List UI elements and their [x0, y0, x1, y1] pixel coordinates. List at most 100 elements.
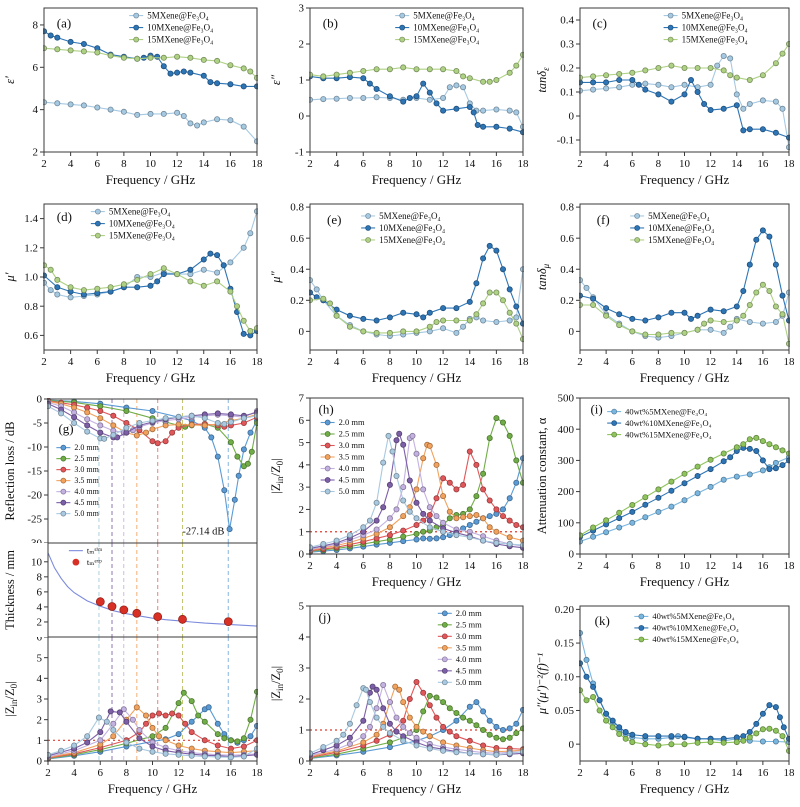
legend-label: 10MXene@Fe₃O₄: [682, 22, 748, 32]
legend-label: tₘᵉˣᵖ: [87, 557, 102, 567]
y-axis-label: ε′: [3, 76, 17, 84]
x-tick-label: 6: [95, 356, 101, 368]
legend-label: 40wt%10MXene@Fe₃O₄: [625, 418, 712, 428]
x-axis-label: Frequency / GHz: [372, 574, 462, 589]
x-tick-label: 2: [577, 560, 583, 572]
x-tick-label: 8: [656, 560, 662, 572]
y-tick-label: 1: [299, 75, 305, 87]
legend-label: 3.0 mm: [456, 631, 482, 641]
legend-label: 40wt%15MXene@Fe₃O₄: [652, 634, 739, 644]
legend: 5MXene@Fe₃O₄ 10MXene@Fe₃O₄ 15MXene@Fe₃O₄: [361, 211, 445, 245]
y-tick-label: 2: [37, 714, 43, 726]
legend-label: 2.0 mm: [339, 417, 365, 427]
x-tick-label: 14: [731, 356, 743, 368]
y-tick-label: 0: [299, 111, 305, 123]
y-axis-label: μ″: [269, 270, 283, 283]
legend-label: 5MXene@Fe₃O₄: [682, 10, 744, 20]
y-axis-label: Attenuation constant, α: [535, 417, 549, 534]
legend: 40wt%5MXene@Fe₃O₄ 40wt%10MXene@Fe₃O₄40wt%…: [607, 406, 712, 439]
x-tick-label: 6: [98, 767, 104, 779]
legend-label: 3.5 mm: [339, 452, 365, 462]
y-tick-label: 0: [299, 326, 305, 338]
panel-label: (d): [57, 209, 72, 224]
y-tick-label: 3: [37, 694, 43, 706]
series-10mxene-fe-o-: [43, 250, 258, 339]
x-tick-label: 18: [518, 158, 530, 170]
y-tick-label: 0: [569, 111, 575, 123]
x-tick-label: 16: [757, 356, 769, 368]
x-tick-label: 2: [307, 356, 313, 368]
series-40wt-15mxene-fe-o-: [579, 687, 790, 754]
legend-label: 5.0 mm: [456, 677, 482, 687]
panel-f-chart: 2 4 6 8 10 12 14 16 18 0 0.2 0.4 0.6 0.8 Frequency / G…: [535, 202, 795, 385]
legend-label: 5MXene@Fe₃O₄: [147, 10, 209, 20]
series-5mxene-fe-o-: [309, 82, 524, 130]
y-tick-label: 4: [37, 673, 43, 685]
y-tick-label: 0: [569, 549, 575, 561]
y-tick-label: 4: [33, 104, 39, 116]
legend-label: 40wt%5MXene@Fe₃O₄: [625, 406, 707, 416]
y-tick-label: 300: [558, 455, 575, 467]
y-tick-label: 1.2: [24, 242, 38, 254]
x-tick-label: 16: [757, 158, 769, 170]
series-40wt-10mxene-fe-o-: [579, 444, 790, 540]
y-tick-label: 100: [558, 517, 575, 529]
x-tick-label: 4: [334, 560, 340, 572]
legend-label: 2.0 mm: [74, 443, 99, 452]
y-tick-label: 4: [37, 602, 43, 614]
legend-label: 3.5 mm: [74, 476, 99, 485]
legend-label: 2.0 mm: [456, 608, 482, 618]
x-tick-label: 16: [225, 158, 237, 170]
y-tick-label: 3: [299, 482, 305, 494]
y-tick-label: 0.2: [290, 295, 304, 307]
x-tick-label: 12: [705, 356, 716, 368]
panel-a-chart: 2 4 6 8 10 12 14 16 18 2 4 6 8 Frequency / GHz ε′ (a) 5M…: [3, 7, 263, 187]
panel-label: (f): [597, 212, 610, 227]
panel-k-chart: 2 4 6 8 10 12 14 16 18 0 0.05 0.10 0.15 0.20 Frequency…: [535, 604, 795, 796]
x-axis-label: Frequency / GHz: [372, 370, 462, 385]
x-tick-label: 10: [145, 158, 157, 170]
legend-label: 4.0 mm: [339, 463, 365, 473]
y-tick-label: 0.8: [24, 301, 38, 313]
x-tick-label: 2: [45, 767, 51, 779]
x-tick-label: 4: [603, 767, 609, 779]
legend: 2.0 mm 2.5 mm 3.0 mm 3.5 mm 4.0 mm 4.5 mm 5.0 …: [56, 443, 100, 518]
series-15mxene-fe-o-: [43, 45, 258, 81]
panel-label: (j): [319, 610, 331, 625]
x-tick-label: 18: [518, 767, 530, 779]
panel-label: (h): [319, 402, 334, 417]
series-10mxene-fe-o-: [579, 227, 790, 324]
y-tick-label: 6: [33, 62, 39, 74]
x-tick-label: 10: [145, 356, 157, 368]
x-tick-label: 16: [491, 560, 503, 572]
legend-label: 40wt%5MXene@Fe₃O₄: [652, 611, 734, 621]
x-tick-label: 14: [731, 560, 743, 572]
x-tick-label: 12: [438, 356, 449, 368]
x-tick-label: 8: [121, 356, 127, 368]
legend-label: 15MXene@Fe₃O₄: [109, 230, 175, 240]
legend-label: 4.0 mm: [456, 654, 482, 664]
legend-label: 4.5 mm: [339, 475, 365, 485]
y-tick-label: 0: [569, 326, 575, 338]
y-tick-label: 0: [37, 394, 43, 406]
x-axis-label: Frequency / GHz: [372, 172, 462, 187]
y-tick-label: 8: [37, 571, 43, 583]
y-tick-label: -1: [295, 147, 304, 159]
panel-label: (i): [590, 402, 602, 417]
legend-label: 15MXene@Fe₃O₄: [648, 235, 714, 245]
y-tick-label: 0.6: [290, 233, 304, 245]
legend-label: 2.5 mm: [74, 454, 99, 463]
x-tick-label: 14: [198, 158, 210, 170]
y-tick-label: 2: [299, 504, 305, 516]
x-tick-label: 2: [577, 356, 583, 368]
y-axis-label: μ″(μ′)⁻²(f)⁻¹: [535, 653, 549, 716]
y-tick-label: -5: [33, 418, 43, 430]
y-tick-label: 2: [299, 694, 305, 706]
panel-label: (b): [323, 16, 338, 31]
series-t-: [95, 597, 233, 626]
legend: 5MXene@Fe₃O₄ 10MXene@Fe₃O₄ 15MXene@Fe₃O₄: [663, 10, 748, 44]
x-tick-label: 12: [438, 560, 449, 572]
x-tick-label: 6: [361, 158, 367, 170]
